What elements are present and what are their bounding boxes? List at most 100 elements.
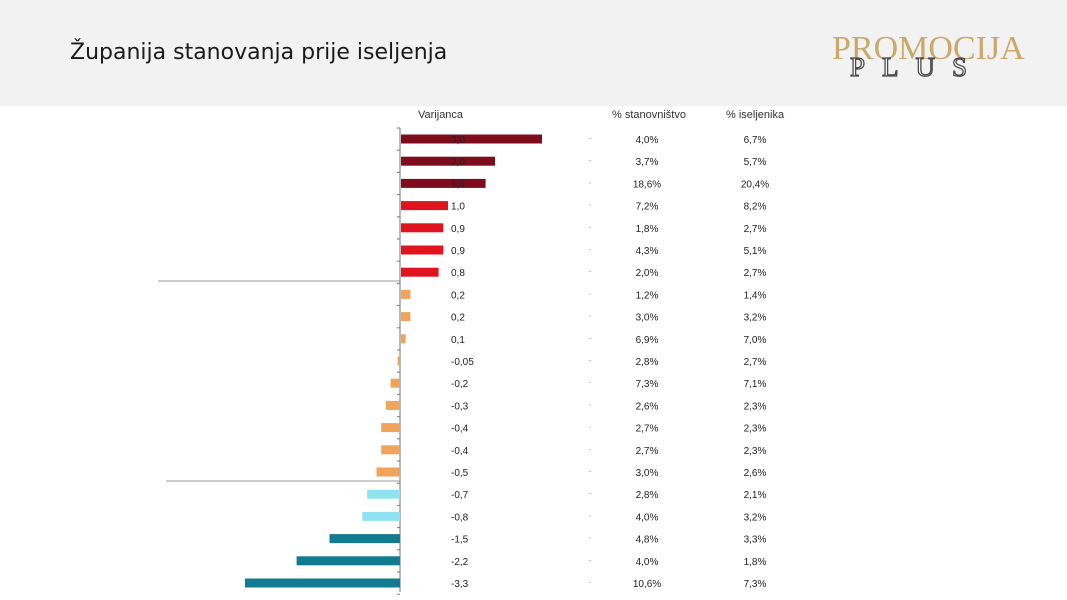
emigrant-share-cell: 2,7% xyxy=(744,268,767,279)
row-dot: · xyxy=(589,423,592,432)
population-share-cell: 4,3% xyxy=(636,246,659,257)
emigrant-share-cell: 1,8% xyxy=(744,557,767,568)
population-share-cell: 3,0% xyxy=(636,468,659,479)
bar-value-label: -0,8 xyxy=(451,512,469,523)
bar-value-label: -0,5 xyxy=(451,468,469,479)
bar-value-label: 0,9 xyxy=(451,246,465,257)
bar-value-label: -3,3 xyxy=(451,579,469,590)
bar-value-label: 0,2 xyxy=(451,290,465,301)
emigrant-share-cell: 2,7% xyxy=(744,224,767,235)
population-share-cell: 2,7% xyxy=(636,446,659,457)
population-share-cell: 7,2% xyxy=(636,202,659,213)
logo-main-text: PROMOCIJA xyxy=(832,30,1025,67)
row-dot: · xyxy=(589,445,592,454)
emigrant-share-cell: 2,3% xyxy=(744,401,767,412)
row-dot: · xyxy=(589,534,592,543)
population-share-cell: 4,0% xyxy=(636,557,659,568)
emigrant-share-cell: 2,3% xyxy=(744,446,767,457)
population-share-cell: 4,0% xyxy=(636,512,659,523)
promocija-plus-logo: PROMOCIJA PLUS xyxy=(832,30,1042,90)
emigrant-share-cell: 2,3% xyxy=(744,424,767,435)
bar-red xyxy=(401,223,444,233)
row-dot: · xyxy=(589,134,592,143)
row-dot: · xyxy=(589,312,592,321)
bar-teal xyxy=(296,556,400,566)
row-dot: · xyxy=(589,511,592,520)
bar-darkred xyxy=(401,178,486,188)
population-share-cell: 10,6% xyxy=(633,579,661,590)
bar-orange xyxy=(401,334,406,344)
column-header-variance: Varijanca xyxy=(418,109,464,121)
column-header-population: % stanovništvo xyxy=(612,109,686,121)
bar-value-label: -1,5 xyxy=(451,535,469,546)
row-dot: · xyxy=(589,556,592,565)
bar-red xyxy=(401,245,444,255)
emigrant-share-cell: 3,2% xyxy=(744,512,767,523)
bar-value-label: -0,4 xyxy=(451,446,469,457)
population-share-cell: 1,8% xyxy=(636,224,659,235)
bar-teal xyxy=(244,578,400,588)
population-share-cell: 2,0% xyxy=(636,268,659,279)
population-share-cell: 3,7% xyxy=(636,157,659,168)
bar-darkred xyxy=(401,134,542,144)
bar-value-label: -0,4 xyxy=(451,424,469,435)
emigrant-share-cell: 3,3% xyxy=(744,535,767,546)
emigrant-share-cell: 20,4% xyxy=(741,179,769,190)
population-share-cell: 2,6% xyxy=(636,401,659,412)
row-dot: · xyxy=(589,156,592,165)
bar-value-label: -0,3 xyxy=(451,401,469,412)
row-dot: · xyxy=(589,334,592,343)
row-dot: · xyxy=(589,489,592,498)
row-dot: · xyxy=(589,267,592,276)
bar-value-label: 3,0 xyxy=(451,135,465,146)
population-share-cell: 1,2% xyxy=(636,290,659,301)
row-dot: · xyxy=(589,400,592,409)
bar-orange xyxy=(381,445,400,455)
header-band xyxy=(0,0,1067,106)
emigrant-share-cell: 8,2% xyxy=(744,202,767,213)
population-share-cell: 18,6% xyxy=(633,179,661,190)
bar-value-label: 0,9 xyxy=(451,224,465,235)
population-share-cell: 7,3% xyxy=(636,379,659,390)
bar-value-label: 1,0 xyxy=(451,202,465,213)
bar-lightblue xyxy=(367,489,400,499)
emigrant-share-cell: 1,4% xyxy=(744,290,767,301)
emigrant-share-cell: 7,1% xyxy=(744,379,767,390)
bar-value-label: -2,2 xyxy=(451,557,469,568)
bar-orange xyxy=(397,356,400,366)
population-share-cell: 4,8% xyxy=(636,535,659,546)
bar-darkred xyxy=(401,156,495,166)
emigrant-share-cell: 7,3% xyxy=(744,579,767,590)
bar-value-label: 0,2 xyxy=(451,313,465,324)
logo-sub-text: PLUS xyxy=(849,51,985,82)
bar-red xyxy=(401,201,448,211)
bar-lightblue xyxy=(362,511,400,521)
emigrant-share-cell: 2,1% xyxy=(744,490,767,501)
emigrant-share-cell: 2,6% xyxy=(744,468,767,479)
row-dot: · xyxy=(589,289,592,298)
bar-orange xyxy=(401,289,411,299)
bar-value-label: 0,8 xyxy=(451,268,465,279)
row-dot: · xyxy=(589,467,592,476)
bar-red xyxy=(401,267,439,277)
bar-orange xyxy=(401,312,411,322)
emigrant-share-cell: 5,7% xyxy=(744,157,767,168)
bar-value-label: -0,05 xyxy=(451,357,474,368)
bar-orange xyxy=(381,423,400,433)
row-dot: · xyxy=(589,178,592,187)
row-dot: · xyxy=(589,223,592,232)
bar-teal xyxy=(329,534,400,544)
column-header-emigrants: % iseljenika xyxy=(726,109,785,121)
population-share-cell: 2,7% xyxy=(636,424,659,435)
emigrant-share-cell: 3,2% xyxy=(744,313,767,324)
population-share-cell: 6,9% xyxy=(636,335,659,346)
emigrant-share-cell: 6,7% xyxy=(744,135,767,146)
population-share-cell: 3,0% xyxy=(636,313,659,324)
bar-orange xyxy=(390,378,400,388)
bar-value-label: -0,7 xyxy=(451,490,469,501)
row-dot: · xyxy=(589,578,592,587)
emigrant-share-cell: 2,7% xyxy=(744,357,767,368)
bar-value-label: -0,2 xyxy=(451,379,469,390)
emigrant-share-cell: 5,1% xyxy=(744,246,767,257)
